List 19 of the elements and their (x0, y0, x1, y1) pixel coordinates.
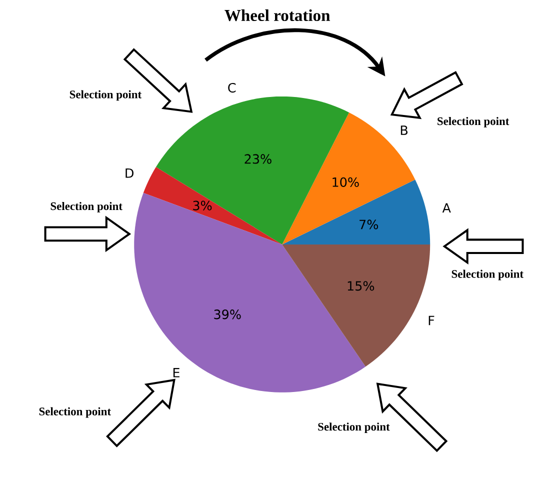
data-label: 10% (332, 177, 359, 187)
text: Selection point (39, 407, 111, 418)
text: Selection point (438, 116, 510, 128)
text: Selection point (452, 270, 524, 280)
slice-label: B (400, 125, 408, 135)
text: Wheel rotation (224, 9, 330, 22)
data-label: 39% (214, 309, 241, 320)
text: Selection point (318, 422, 390, 433)
text: Selection point (50, 202, 122, 212)
data-label: 23% (244, 154, 272, 164)
data-label: 3% (193, 200, 212, 210)
slice-label: E (173, 368, 180, 378)
slice-label: A (442, 203, 451, 212)
slice-label: F (428, 316, 434, 325)
data-label: 7% (360, 220, 378, 230)
slice-label: D (126, 168, 134, 178)
text: Selection point (70, 90, 142, 101)
data-label: 15% (348, 280, 374, 291)
slice-label: C (228, 82, 236, 92)
